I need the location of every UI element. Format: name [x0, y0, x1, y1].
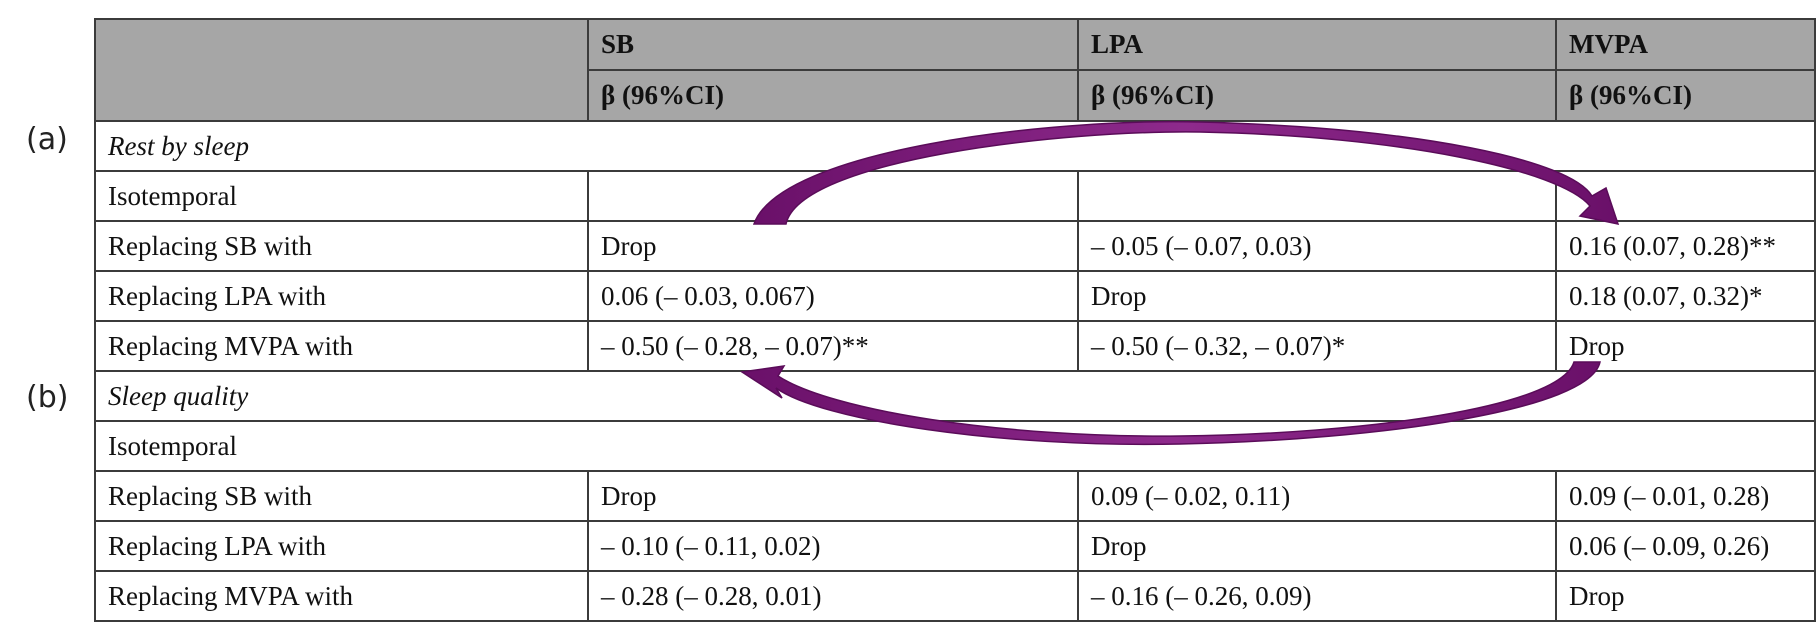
section-title: Sleep quality [94, 370, 1816, 422]
cell-sb: Drop [587, 220, 1079, 272]
subsection-row: Isotemporal [94, 420, 1816, 472]
subsection-label: Isotemporal [94, 420, 1816, 472]
table-row: Replacing SB with Drop 0.09 (– 0.02, 0.1… [94, 470, 1816, 522]
cell-sb: Drop [587, 470, 1079, 522]
cell-sb: 0.06 (– 0.03, 0.067) [587, 270, 1079, 322]
cell-lpa: Drop [1077, 270, 1557, 322]
cell-lpa: Drop [1077, 520, 1557, 572]
cell-lpa: 0.09 (– 0.02, 0.11) [1077, 470, 1557, 522]
header-row-2: β (96%CI) β (96%CI) β (96%CI) [95, 69, 1816, 122]
row-label: Replacing LPA with [94, 270, 589, 322]
table-row: Replacing LPA with 0.06 (– 0.03, 0.067) … [94, 270, 1816, 322]
header-sb: SB [587, 18, 1079, 71]
cell-mvpa: 0.16 (0.07, 0.28)** [1555, 220, 1816, 272]
empty-cell [1077, 170, 1557, 222]
header-ci-lpa: β (96%CI) [1077, 69, 1557, 122]
section-title: Rest by sleep [94, 120, 1816, 172]
cell-lpa: – 0.05 (– 0.07, 0.03) [1077, 220, 1557, 272]
header-lpa: LPA [1077, 18, 1557, 71]
empty-cell [1555, 170, 1816, 222]
cell-mvpa: 0.06 (– 0.09, 0.26) [1555, 520, 1816, 572]
section-title-row: Sleep quality [94, 370, 1816, 422]
subsection-label: Isotemporal [94, 170, 589, 222]
table-row: Replacing SB with Drop – 0.05 (– 0.07, 0… [94, 220, 1816, 272]
table-row: Replacing LPA with – 0.10 (– 0.11, 0.02)… [94, 520, 1816, 572]
header-mvpa: MVPA [1555, 18, 1816, 71]
subsection-row: Isotemporal [94, 170, 1816, 222]
panel-label-b: (b) [26, 380, 69, 415]
cell-mvpa: 0.18 (0.07, 0.32)* [1555, 270, 1816, 322]
table-body: Rest by sleep Isotemporal Replacing SB w… [94, 120, 1816, 622]
header-blank [94, 18, 589, 122]
cell-lpa: – 0.16 (– 0.26, 0.09) [1077, 570, 1557, 622]
cell-mvpa: Drop [1555, 320, 1816, 372]
header-ci-sb: β (96%CI) [587, 69, 1079, 122]
cell-sb: – 0.28 (– 0.28, 0.01) [587, 570, 1079, 622]
row-label: Replacing SB with [94, 220, 589, 272]
cell-mvpa: Drop [1555, 570, 1816, 622]
empty-cell [587, 170, 1079, 222]
header-ci-mvpa: β (96%CI) [1555, 69, 1816, 122]
panel-label-a: (a) [26, 122, 68, 157]
table-row: Replacing MVPA with – 0.50 (– 0.28, – 0.… [94, 320, 1816, 372]
table-header: SB LPA MVPA β (96%CI) β (96%CI) β (96%CI… [94, 18, 1816, 122]
cell-mvpa: 0.09 (– 0.01, 0.28) [1555, 470, 1816, 522]
header-row-1: SB LPA MVPA [94, 18, 1816, 122]
cell-sb: – 0.50 (– 0.28, – 0.07)** [587, 320, 1079, 372]
row-label: Replacing LPA with [94, 520, 589, 572]
row-label: Replacing MVPA with [94, 570, 589, 622]
table-row: Replacing MVPA with – 0.28 (– 0.28, 0.01… [94, 570, 1816, 622]
cell-lpa: – 0.50 (– 0.32, – 0.07)* [1077, 320, 1557, 372]
results-table: SB LPA MVPA β (96%CI) β (96%CI) β (96%CI… [94, 18, 1816, 622]
row-label: Replacing SB with [94, 470, 589, 522]
section-title-row: Rest by sleep [94, 120, 1816, 172]
cell-sb: – 0.10 (– 0.11, 0.02) [587, 520, 1079, 572]
row-label: Replacing MVPA with [94, 320, 589, 372]
